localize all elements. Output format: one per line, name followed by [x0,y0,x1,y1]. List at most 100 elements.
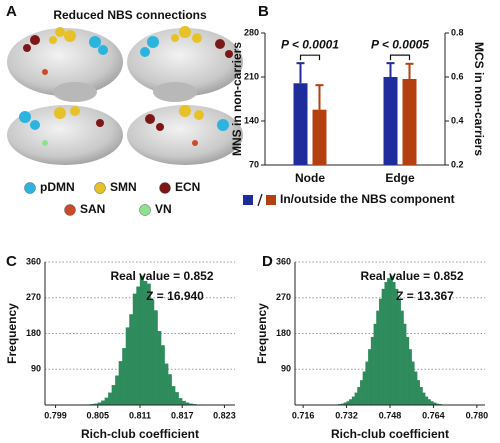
histogram-bar [395,288,399,406]
histogram-bar [136,286,141,406]
significance-bracket [299,54,321,61]
y-tick-label: 140 [244,115,259,125]
panel-title: Reduced NBS connections [53,8,207,22]
brain [127,26,243,102]
x-tick-label: 0.799 [44,410,67,420]
legend-label: ECN [175,180,200,194]
histogram-bar [397,298,402,406]
histogram-bar [362,371,366,406]
y-tick-label: 90 [281,364,291,374]
histogram-bar [164,363,169,406]
bar [312,109,327,165]
histogram-bar [430,401,434,406]
x-axis-title: Rich-club coefficient [81,427,199,441]
x-tick-label: 0.805 [87,410,110,420]
histogram-bar [150,299,155,406]
legend-label: SAN [80,202,105,216]
histogram-bar [351,396,355,406]
brain [127,105,243,165]
y-tick-label: 180 [26,328,41,338]
histogram-bar [357,386,361,406]
panel-letter: D [262,253,273,270]
histogram-bar [400,310,404,406]
histogram-bar [373,323,377,406]
legend-marker [94,182,106,194]
annotation: Z = 16.940 [146,289,204,303]
histogram-bar [408,349,412,406]
bar [383,77,398,165]
x-axis-title: Rich-club coefficient [331,427,449,441]
panel-letter: C [6,253,17,270]
legend-label: VN [155,202,172,216]
histogram-bar [411,361,415,406]
x-tick-label: 0.716 [292,410,315,420]
legend-marker [266,195,276,205]
y-tick-label: 360 [276,256,291,266]
histogram-bar [160,345,165,406]
brain [7,105,123,165]
brain [7,27,123,102]
bar [402,78,417,165]
brain-views [7,26,243,165]
panel-letter: B [258,3,269,20]
annotation: Real value = 0.852 [360,269,463,283]
y-tick-label: 180 [276,328,291,338]
histogram-bar [175,392,179,406]
x-tick-label: 0.748 [379,410,402,420]
histogram-bar [182,400,186,406]
histogram-bar [122,348,127,406]
legend-marker [243,195,253,205]
histogram-bar [132,293,137,406]
histogram-bar [111,384,116,406]
histogram-bar [167,374,172,406]
y-tick-label: 270 [276,292,291,302]
y2-tick-label: 0.8 [451,27,464,37]
y-tick-label: 210 [244,71,259,81]
histogram-bar [376,310,380,406]
x-tick-label: 0.811 [129,410,151,420]
histogram-bar [378,298,383,406]
y-axis-title: MNS in non-carriers [230,42,244,156]
histogram-bar [101,400,105,406]
y-axis-title: Frequency [5,303,19,364]
x-tick-label: 0.732 [335,410,358,420]
legend-marker [159,182,171,194]
legend-label: SMN [110,180,137,194]
y-tick-label: 360 [26,256,41,266]
histogram-bar [387,278,391,406]
histogram-bar [406,336,410,406]
histogram-bar [171,386,176,406]
annotation: P < 0.0005 [371,37,429,51]
histogram-bar [389,275,393,406]
histogram-bar [381,288,385,406]
histogram-bar [359,380,364,406]
histogram-bar [368,349,372,406]
y2-axis-title: MCS in non-carriers [472,42,486,156]
x-tick-label: 0.823 [213,410,236,420]
legend-label: pDMN [40,180,75,194]
histogram-bar [392,282,396,406]
histogram-bar [153,310,158,406]
histogram-bar [104,397,109,406]
histogram-bar [108,392,113,406]
histogram-bar [416,380,421,406]
histogram-bar [157,330,162,406]
histogram-bar [115,375,120,406]
histogram-bar [349,399,353,406]
histogram-bar [346,401,350,406]
histogram-bar [425,396,429,406]
y2-tick-label: 0.2 [451,159,464,169]
bar [293,83,308,165]
legend-marker [64,204,76,216]
histogram-bar [370,336,374,406]
histogram-bar [354,392,358,406]
histogram-bar [129,314,134,406]
x-tick-label: Edge [385,171,415,185]
histogram-bar [414,371,418,406]
histogram-bar [178,398,183,406]
y-tick-label: 90 [31,364,41,374]
y-tick-label: 70 [249,159,259,169]
panel-letter: A [6,3,17,20]
annotation: Z = 13.367 [396,289,454,303]
y-axis-title: Frequency [255,303,269,364]
